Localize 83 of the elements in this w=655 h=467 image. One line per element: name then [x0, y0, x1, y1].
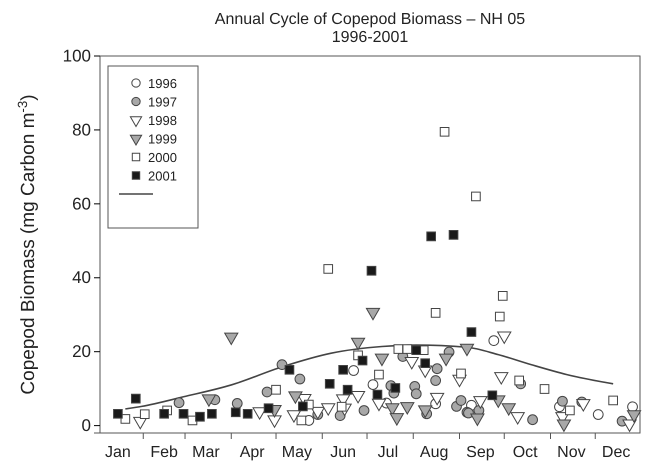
point: [174, 397, 184, 408]
x-tick-label: Aug: [420, 444, 448, 461]
point: [432, 363, 443, 374]
x-tick-label: Jan: [105, 444, 131, 461]
point: [342, 384, 352, 395]
point: [557, 396, 568, 407]
point: [323, 264, 334, 274]
chart-subtitle: 1996-2001: [332, 29, 408, 46]
y-tick-label: 40: [72, 268, 91, 288]
point: [159, 408, 169, 419]
point: [294, 374, 306, 384]
point: [113, 408, 123, 419]
point: [178, 408, 188, 419]
point: [426, 232, 436, 242]
point: [466, 327, 476, 337]
point: [488, 335, 500, 346]
point: [140, 409, 150, 419]
point: [430, 308, 440, 318]
x-tick-label: Sep: [466, 444, 495, 461]
point: [276, 359, 288, 370]
point: [271, 384, 281, 395]
point: [456, 368, 466, 378]
point: [527, 414, 538, 426]
point: [540, 384, 550, 394]
legend-label: 1997: [148, 94, 177, 110]
point: [565, 406, 575, 416]
point: [207, 408, 217, 419]
point: [592, 409, 604, 420]
point: [471, 192, 481, 202]
point: [394, 344, 404, 354]
point: [284, 364, 294, 375]
point: [130, 394, 141, 404]
x-tick-label: Oct: [512, 444, 538, 461]
point: [298, 402, 308, 412]
point: [420, 358, 430, 368]
point: [336, 402, 346, 412]
y-tick-label: 100: [62, 46, 91, 66]
point: [358, 405, 370, 416]
x-tick-label: Jul: [378, 444, 398, 461]
point: [411, 345, 422, 356]
point: [494, 312, 505, 322]
point: [487, 390, 498, 400]
point: [448, 230, 458, 240]
legend-label: 1996: [148, 76, 177, 91]
x-tick-label: Nov: [557, 444, 586, 461]
x-tick-label: Jun: [330, 444, 356, 461]
x-tick-label: Apr: [240, 444, 266, 461]
x-tick-label: Dec: [602, 444, 630, 461]
point: [230, 407, 241, 418]
point: [372, 390, 382, 400]
point: [456, 395, 466, 406]
point: [368, 379, 378, 390]
point: [390, 383, 400, 393]
point: [262, 386, 272, 398]
point: [514, 376, 524, 386]
point: [242, 408, 253, 419]
y-tick-label: 60: [72, 194, 91, 214]
point: [232, 398, 243, 409]
point: [358, 356, 368, 366]
x-tick-label: Mar: [192, 444, 220, 461]
x-tick-label: May: [282, 444, 312, 461]
point: [296, 416, 306, 426]
point: [430, 375, 442, 386]
point: [410, 388, 422, 400]
point: [374, 370, 384, 380]
chart-title: Annual Cycle of Copepod Biomass – NH 05: [214, 11, 526, 28]
point: [348, 365, 359, 376]
point: [195, 412, 205, 422]
point: [324, 379, 335, 389]
point: [338, 364, 348, 375]
point: [366, 266, 376, 276]
y-tick-label: 0: [82, 416, 91, 436]
point: [264, 403, 274, 414]
legend-label: 2001: [148, 168, 177, 184]
legend-label: 2000: [148, 150, 177, 165]
y-tick-label: 80: [72, 120, 91, 140]
x-tick-label: Feb: [150, 444, 178, 461]
legend-label: 1999: [148, 132, 177, 146]
point: [608, 396, 618, 406]
legend-label: 1998: [148, 113, 177, 128]
point: [440, 126, 450, 137]
point: [498, 291, 508, 301]
y-tick-label: 20: [72, 342, 91, 362]
